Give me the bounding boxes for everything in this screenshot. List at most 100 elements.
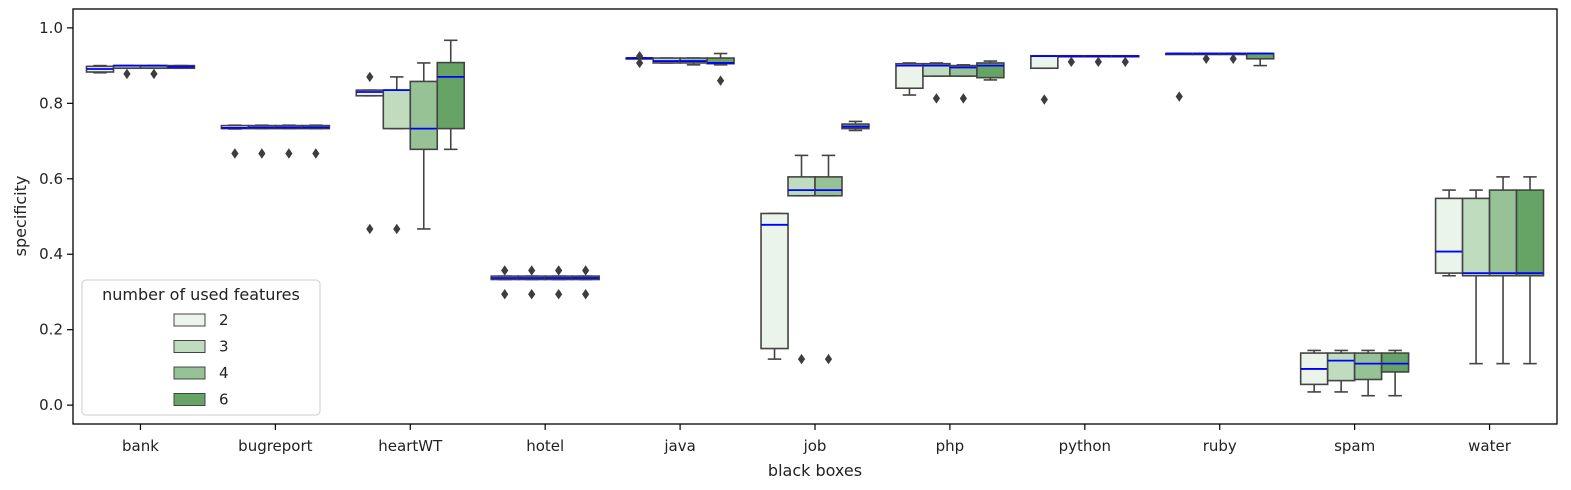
box-group	[1245, 52, 1275, 67]
box-iqr	[382, 89, 412, 130]
outlier-point	[959, 93, 967, 104]
box-group	[1326, 349, 1356, 393]
box-iqr	[787, 176, 816, 197]
box-group	[706, 52, 735, 86]
y-tick-label: 0.6	[39, 170, 63, 188]
outlier-point	[501, 265, 509, 276]
box-group	[220, 124, 250, 159]
outlier-point	[555, 289, 563, 300]
y-tick-label: 0.0	[39, 396, 63, 414]
box-group	[139, 64, 169, 80]
box-group	[1380, 349, 1410, 397]
legend-swatch	[173, 366, 206, 380]
x-tick-label: ruby	[1203, 437, 1237, 455]
outlier-point	[312, 148, 320, 159]
box-group	[166, 64, 196, 70]
box-group	[85, 64, 115, 74]
outlier-point	[366, 71, 374, 83]
x-tick-label: job	[803, 437, 827, 455]
box-group	[436, 39, 466, 151]
box-group	[895, 62, 924, 96]
box-group	[1434, 189, 1464, 277]
outlier-point	[1094, 56, 1102, 68]
outlier-point	[1121, 56, 1129, 68]
box-iqr	[760, 212, 789, 350]
outlier-point	[393, 223, 401, 235]
box-group	[571, 265, 600, 300]
y-axis: 0.0 0.2 0.4 0.6 0.8 1.0	[39, 19, 73, 414]
outlier-point	[1175, 91, 1183, 102]
box-iqr	[355, 89, 385, 97]
box-group	[652, 57, 681, 64]
x-tick-label: hotel	[526, 437, 564, 455]
box-iqr	[976, 62, 1005, 79]
box-group	[814, 154, 843, 365]
outlier-point	[1040, 94, 1048, 105]
outlier-point	[258, 148, 266, 159]
outlier-point	[366, 223, 374, 235]
x-tick-label: php	[936, 437, 965, 455]
outlier-point	[582, 265, 590, 276]
box-group	[922, 62, 951, 104]
x-tick-label: bank	[122, 437, 159, 455]
box-group	[976, 60, 1005, 81]
legend-entry-label: 4	[219, 364, 229, 382]
outlier-point	[1067, 56, 1075, 68]
outlier-point	[123, 68, 131, 80]
outlier-point	[1229, 53, 1237, 64]
legend-entry-label: 3	[219, 338, 229, 356]
box-iqr	[1488, 189, 1518, 277]
y-tick-label: 0.4	[39, 245, 63, 263]
legend-entry-label: 2	[219, 311, 229, 329]
box-iqr	[1353, 352, 1383, 381]
legend-entry-label: 6	[219, 391, 229, 409]
box-iqr	[409, 80, 439, 151]
box-group	[1030, 54, 1059, 105]
outlier-point	[636, 50, 644, 62]
x-tick-label: java	[663, 437, 695, 455]
outlier-point	[1202, 53, 1210, 64]
y-tick-label: 0.8	[39, 94, 63, 112]
legend-title: number of used features	[102, 285, 300, 304]
outlier-point	[932, 93, 941, 104]
box-iqr	[1326, 352, 1356, 382]
box-group	[787, 154, 816, 365]
outlier-point	[716, 75, 725, 86]
y-tick-label: 0.2	[39, 321, 63, 339]
x-tick-label: python	[1059, 437, 1111, 455]
box-iqr	[1030, 54, 1059, 70]
y-axis-label: specificity	[11, 176, 30, 257]
outlier-point	[501, 289, 509, 300]
outlier-point	[797, 353, 806, 365]
y-tick-label: 1.0	[39, 19, 63, 37]
x-tick-label: spam	[1334, 437, 1375, 455]
box-group	[544, 265, 573, 300]
outlier-point	[528, 289, 536, 300]
box-group	[1353, 349, 1383, 397]
outlier-point	[528, 265, 536, 276]
box-group	[1111, 54, 1140, 68]
box-group	[1164, 52, 1194, 102]
box-group	[760, 212, 789, 360]
outlier-point	[285, 148, 293, 159]
box-iqr	[814, 176, 843, 197]
chart-marks	[85, 39, 1545, 397]
box-group	[1515, 176, 1545, 365]
box-iqr	[1380, 352, 1410, 373]
outlier-point	[231, 148, 239, 159]
legend-swatch	[173, 340, 206, 353]
legend: number of used features 2 3 4 6	[81, 279, 321, 416]
outlier-point	[636, 57, 644, 69]
box-group	[1084, 54, 1113, 68]
box-group	[1299, 349, 1329, 393]
legend-swatch	[173, 393, 206, 406]
outlier-point	[555, 265, 563, 276]
x-tick-label: bugreport	[238, 437, 312, 455]
box-group	[841, 120, 870, 132]
box-iqr	[1461, 197, 1491, 277]
box-group	[1218, 52, 1248, 64]
box-iqr	[436, 61, 466, 130]
box-group	[679, 57, 708, 66]
box-group	[247, 124, 277, 159]
